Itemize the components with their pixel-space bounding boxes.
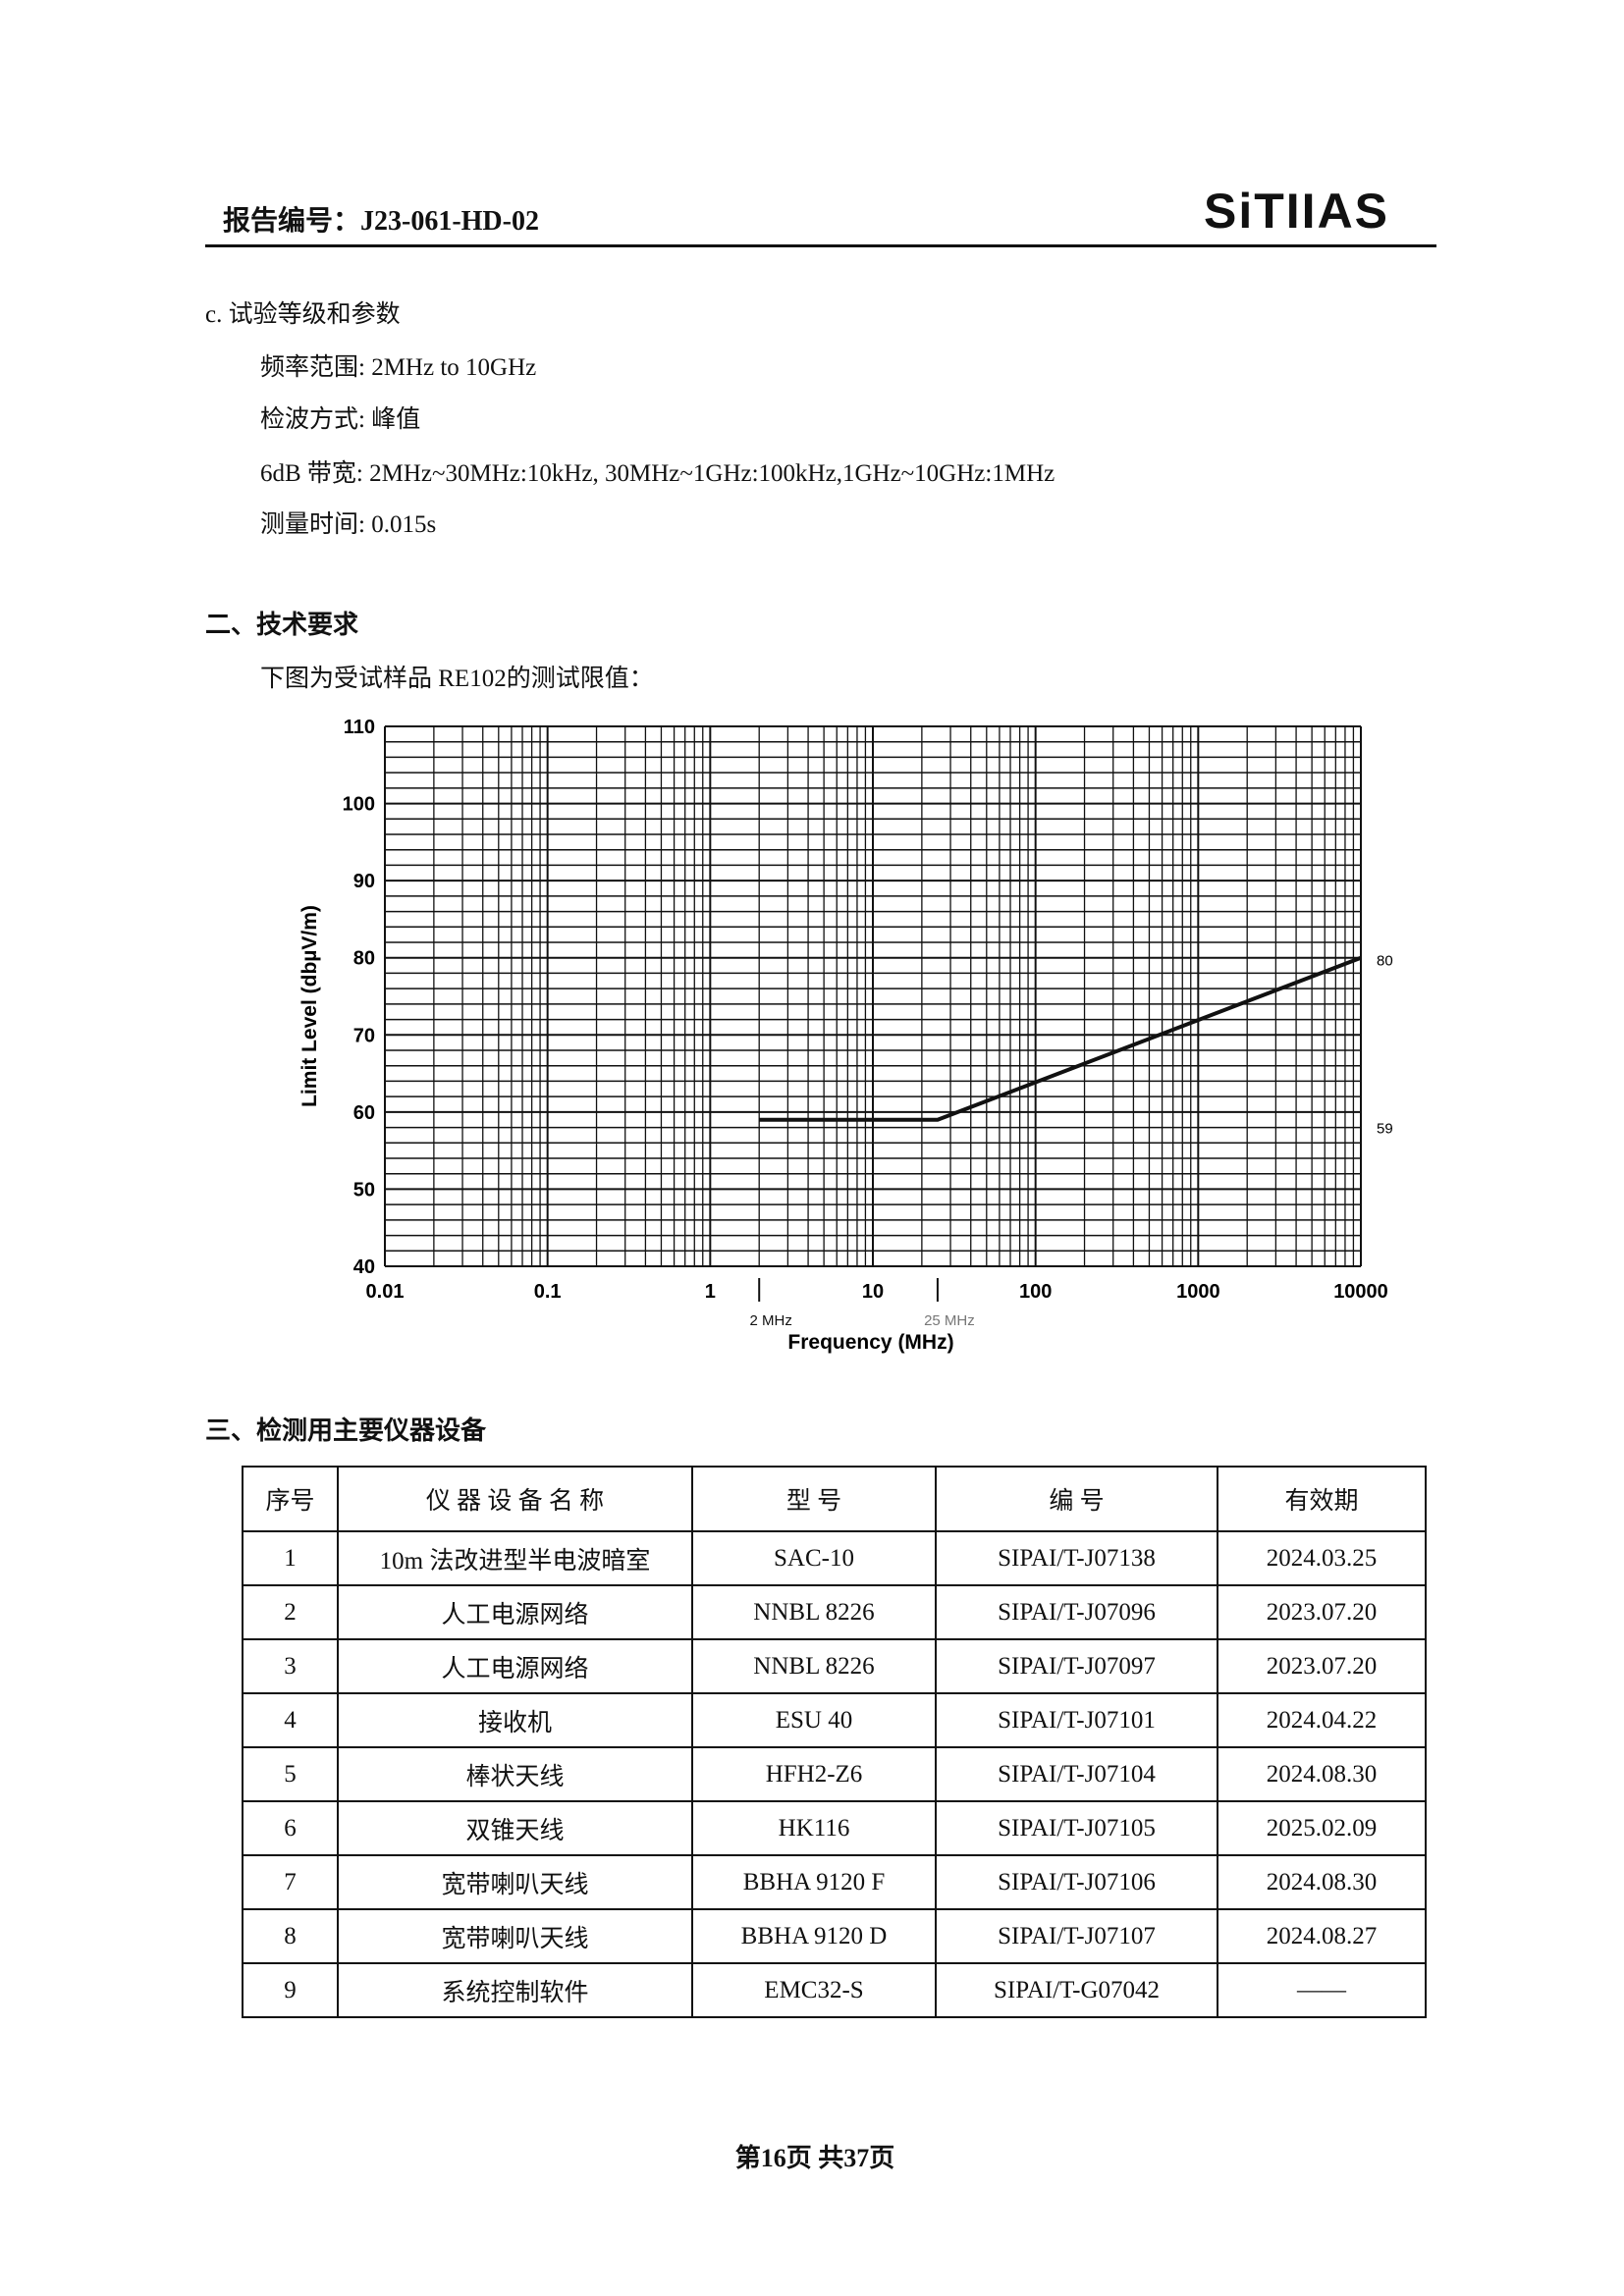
row-index: 4: [242, 1692, 339, 1748]
asset-number: SIPAI/T-G07042: [935, 1962, 1218, 2018]
section-2-title: 二、技术要求: [205, 611, 359, 639]
valid-until: 2024.08.27: [1217, 1908, 1427, 1964]
x-tick-label: 0.01: [366, 1281, 405, 1303]
chart-series: [759, 955, 1362, 1122]
report-number: 报告编号：J23-061-HD-02: [223, 206, 539, 237]
asset-number: SIPAI/T-J07097: [935, 1638, 1218, 1694]
x-tick-label: 10000: [1333, 1281, 1388, 1303]
x-axis-label: Frequency (MHz): [787, 1331, 953, 1354]
param-frequency-range: 频率范围: 2MHz to 10GHz: [260, 354, 537, 381]
x-tick-label: 0.1: [534, 1281, 562, 1303]
model: HK116: [691, 1800, 937, 1856]
sitiias-logo: SiTIIAS: [1204, 184, 1390, 239]
frequency-marker-label: 25 MHz: [924, 1312, 975, 1329]
equipment-name: 人工电源网络: [337, 1638, 693, 1694]
table-row: 4 接收机 ESU 40 SIPAI/T-J07101 2024.04.22: [242, 1692, 1427, 1748]
row-index: 2: [242, 1584, 339, 1640]
x-tick-label: 100: [1019, 1281, 1052, 1303]
model: BBHA 9120 D: [691, 1908, 937, 1964]
model: EMC32-S: [691, 1962, 937, 2018]
column-header: 有效期: [1217, 1466, 1427, 1532]
y-tick-label: 80: [353, 948, 375, 970]
table-row: 5 棒状天线 HFH2-Z6 SIPAI/T-J07104 2024.08.30: [242, 1746, 1427, 1802]
param-bandwidth: 6dB 带宽: 2MHz~30MHz:10kHz, 30MHz~1GHz:100…: [260, 460, 1056, 487]
x-tick-label: 1000: [1176, 1281, 1220, 1303]
page-number: 第16页 共37页: [734, 2144, 895, 2172]
param-detector: 检波方式: 峰值: [260, 406, 421, 433]
table-row: 9 系统控制软件 EMC32-S SIPAI/T-G07042 ——: [242, 1962, 1427, 2018]
section-3-title: 三、检测用主要仪器设备: [205, 1416, 487, 1445]
valid-until: 2024.08.30: [1217, 1854, 1427, 1910]
valid-until: ——: [1217, 1962, 1427, 2018]
section-c-title: c. 试验等级和参数: [205, 301, 401, 328]
row-index: 9: [242, 1962, 339, 2018]
valid-until: 2023.07.20: [1217, 1638, 1427, 1694]
right-label-80: 80: [1377, 953, 1393, 970]
y-tick-label: 90: [353, 871, 375, 892]
frequency-marker-label: 2 MHz: [750, 1312, 792, 1329]
asset-number: SIPAI/T-J07104: [935, 1746, 1218, 1802]
table-row: 1 10m 法改进型半电波暗室 SAC-10 SIPAI/T-J07138 2024.0…: [242, 1530, 1427, 1586]
equipment-name: 宽带喇叭天线: [337, 1908, 693, 1964]
asset-number: SIPAI/T-J07101: [935, 1692, 1218, 1748]
x-tick-label: 1: [705, 1281, 716, 1303]
table-header-row: 序号仪 器 设 备 名 称型 号编 号有效期: [242, 1466, 1427, 1532]
valid-until: 2024.04.22: [1217, 1692, 1427, 1748]
asset-number: SIPAI/T-J07105: [935, 1800, 1218, 1856]
row-index: 3: [242, 1638, 339, 1694]
valid-until: 2025.02.09: [1217, 1800, 1427, 1856]
right-label-59: 59: [1377, 1121, 1393, 1138]
chart-intro: 下图为受试样品 RE102的测试限值：: [260, 666, 654, 692]
y-tick-label: 40: [353, 1256, 375, 1278]
y-tick-label: 100: [343, 794, 375, 816]
valid-until: 2023.07.20: [1217, 1584, 1427, 1640]
y-axis-label: Limit Level (dbµV/m): [298, 905, 321, 1107]
model: ESU 40: [691, 1692, 937, 1748]
valid-until: 2024.08.30: [1217, 1746, 1427, 1802]
column-header: 编 号: [935, 1466, 1218, 1532]
row-index: 7: [242, 1854, 339, 1910]
y-tick-label: 60: [353, 1102, 375, 1124]
row-index: 6: [242, 1800, 339, 1856]
y-tick-label: 110: [344, 717, 375, 738]
equipment-name: 棒状天线: [337, 1746, 693, 1802]
y-tick-label: 50: [353, 1179, 375, 1201]
table-row: 2 人工电源网络 NNBL 8226 SIPAI/T-J07096 2023.07.20: [242, 1584, 1427, 1640]
equipment-name: 系统控制软件: [337, 1962, 693, 2018]
asset-number: SIPAI/T-J07138: [935, 1530, 1218, 1586]
asset-number: SIPAI/T-J07096: [935, 1584, 1218, 1640]
equipment-name: 宽带喇叭天线: [337, 1854, 693, 1910]
y-tick-label: 70: [353, 1025, 375, 1046]
equipment-name: 10m 法改进型半电波暗室: [337, 1530, 693, 1586]
param-measure-time: 测量时间: 0.015s: [260, 511, 437, 538]
column-header: 序号: [242, 1466, 339, 1532]
equipment-name: 接收机: [337, 1692, 693, 1748]
row-index: 5: [242, 1746, 339, 1802]
model: BBHA 9120 F: [691, 1854, 937, 1910]
table-row: 8 宽带喇叭天线 BBHA 9120 D SIPAI/T-J07107 2024.08.…: [242, 1908, 1427, 1964]
table-row: 7 宽带喇叭天线 BBHA 9120 F SIPAI/T-J07106 2024.08.…: [242, 1854, 1427, 1910]
row-index: 8: [242, 1908, 339, 1964]
row-index: 1: [242, 1530, 339, 1586]
header-divider: [205, 244, 1436, 247]
chart-grid: [384, 725, 1362, 1267]
model: NNBL 8226: [691, 1638, 937, 1694]
equipment-name: 人工电源网络: [337, 1584, 693, 1640]
model: HFH2-Z6: [691, 1746, 937, 1802]
x-tick-label: 10: [862, 1281, 884, 1303]
column-header: 仪 器 设 备 名 称: [337, 1466, 693, 1532]
column-header: 型 号: [691, 1466, 937, 1532]
asset-number: SIPAI/T-J07106: [935, 1854, 1218, 1910]
table-row: 3 人工电源网络 NNBL 8226 SIPAI/T-J07097 2023.07.20: [242, 1638, 1427, 1694]
model: SAC-10: [691, 1530, 937, 1586]
equipment-table: 序号仪 器 设 备 名 称型 号编 号有效期 1 10m 法改进型半电波暗室 SAC…: [242, 1466, 1427, 2018]
model: NNBL 8226: [691, 1584, 937, 1640]
limit-line: [759, 955, 1362, 1122]
table-row: 6 双锥天线 HK116 SIPAI/T-J07105 2025.02.09: [242, 1800, 1427, 1856]
valid-until: 2024.03.25: [1217, 1530, 1427, 1586]
equipment-name: 双锥天线: [337, 1800, 693, 1856]
asset-number: SIPAI/T-J07107: [935, 1908, 1218, 1964]
